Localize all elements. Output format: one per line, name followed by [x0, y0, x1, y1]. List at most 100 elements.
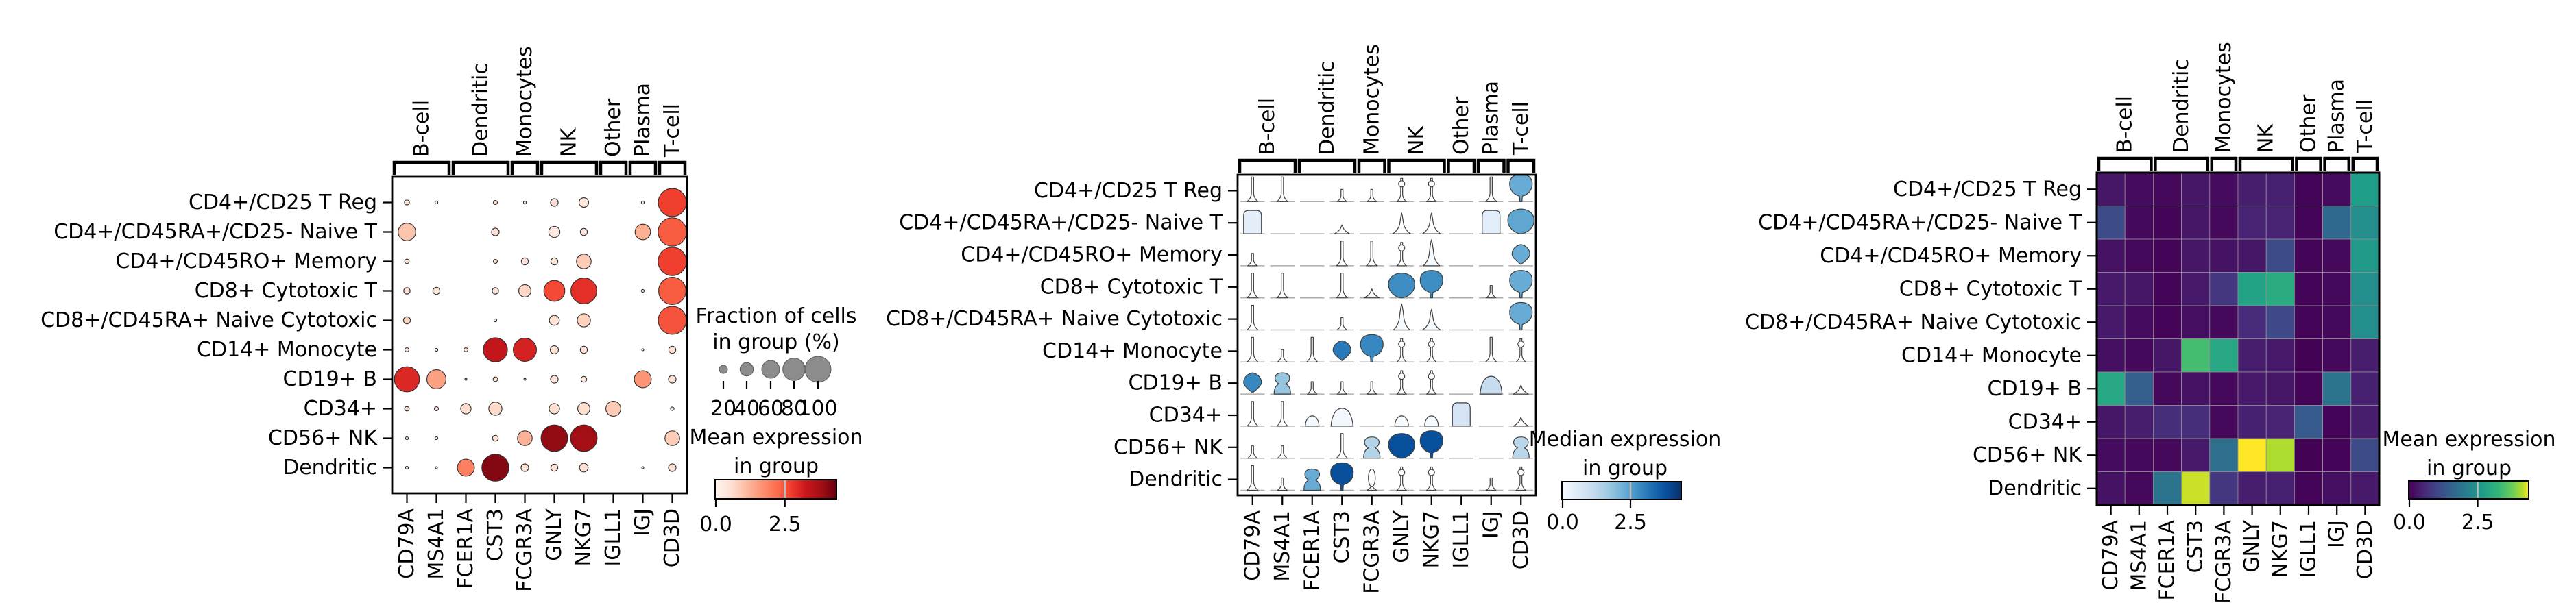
heatmap-cell — [2294, 405, 2323, 439]
violin — [1394, 415, 1409, 427]
axes-border — [1236, 173, 1537, 497]
violin — [1247, 465, 1259, 491]
violin — [1480, 375, 1503, 395]
group-label: Plasma — [2325, 79, 2349, 153]
group-bracket — [540, 160, 599, 175]
dot — [641, 466, 645, 469]
heatmap-cell — [2124, 206, 2154, 240]
gene-label: MS4A1 — [1271, 510, 1295, 582]
dot — [481, 454, 509, 482]
heatmap-cell — [2181, 305, 2211, 339]
violin — [1509, 270, 1533, 299]
heatmap-cell — [2209, 338, 2239, 373]
gene-label: NKG7 — [1419, 510, 1443, 568]
heatmap-cell — [2181, 206, 2211, 240]
dot — [658, 277, 686, 305]
dot — [570, 424, 598, 452]
gene-label: CD3D — [1509, 510, 1533, 569]
gene-label: CD3D — [660, 508, 684, 567]
violin — [1330, 462, 1354, 491]
heatmap-cell — [2124, 338, 2154, 373]
group-label: T-cell — [1509, 101, 1533, 156]
dot — [426, 369, 446, 389]
violin — [1419, 430, 1443, 459]
heatmap-cell — [2124, 172, 2154, 206]
gene-label: CST3 — [2184, 520, 2208, 573]
group-label: Plasma — [1479, 81, 1503, 155]
row-label: CD8+/CD45RA+ Naive Cytotoxic — [40, 308, 377, 332]
group-label: Plasma — [631, 83, 655, 157]
dot — [658, 247, 687, 276]
group-bracket — [1506, 158, 1536, 173]
group-label: Monocytes — [513, 46, 537, 157]
violin — [1398, 244, 1406, 251]
row-label: CD56+ NK — [1973, 443, 2082, 467]
heatmap-cell — [2096, 338, 2126, 373]
violin — [1512, 436, 1530, 459]
group-label: Dendritic — [469, 63, 493, 157]
heatmap-cell — [2096, 272, 2126, 306]
dot — [549, 315, 560, 326]
dot — [492, 376, 498, 382]
colorbar-tick-label: 0.0 — [2393, 510, 2426, 534]
dot — [464, 378, 468, 381]
size-legend-dot — [761, 360, 780, 379]
dot — [513, 338, 537, 362]
violin — [1424, 415, 1439, 427]
violin — [1517, 469, 1525, 476]
colorbar-tick-label: 0.0 — [699, 513, 732, 537]
group-label: NK — [557, 127, 581, 157]
heatmap-cell — [2096, 305, 2126, 339]
group-label: B-cell — [2113, 96, 2137, 153]
gene-label: NKG7 — [2268, 520, 2292, 578]
dot — [640, 288, 645, 293]
violin — [1428, 341, 1435, 348]
violin — [1396, 370, 1407, 395]
heatmap-cell — [2265, 405, 2295, 439]
gene-label: NKG7 — [572, 508, 596, 566]
group-label: Monocytes — [1360, 44, 1384, 155]
gene-label: IGJ — [631, 508, 655, 537]
row-label: Dendritic — [1988, 476, 2082, 500]
dot — [664, 430, 680, 446]
heatmap-cell — [2181, 438, 2211, 472]
row-label: CD8+/CD45RA+ Naive Cytotoxic — [1745, 310, 2082, 334]
violin — [1305, 415, 1320, 427]
violin — [1332, 340, 1351, 361]
heatmap-cell — [2350, 172, 2380, 206]
colorbar-title: Mean expression — [689, 426, 863, 449]
violin — [1513, 417, 1529, 427]
heatmap-cell — [2350, 272, 2380, 306]
heatmap-cell — [2181, 405, 2211, 439]
heatmap-cell — [2294, 238, 2323, 273]
size-legend-tick-label: 60 — [758, 397, 784, 421]
heatmap-cell — [2265, 172, 2295, 206]
size-legend-title: in group (%) — [712, 330, 839, 354]
violin — [1486, 477, 1497, 491]
heatmap-cell — [2152, 272, 2182, 306]
heatmap-cell — [2294, 471, 2323, 506]
group-bracket — [1447, 158, 1476, 173]
violin — [1363, 436, 1381, 459]
row-label: CD19+ B — [283, 367, 377, 391]
dot — [520, 257, 529, 266]
size-legend-dot — [804, 356, 832, 383]
heatmap-cell — [2237, 172, 2267, 206]
size-legend-dot — [782, 358, 806, 381]
violin — [1336, 241, 1348, 267]
heatmap-cell — [2096, 172, 2126, 206]
heatmap-cell — [2294, 172, 2323, 206]
dot — [668, 463, 677, 472]
heatmap-cell — [2096, 371, 2126, 406]
group-label: NK — [1405, 125, 1429, 155]
dot — [493, 318, 498, 323]
violin — [1393, 303, 1410, 331]
group-label: Other — [2297, 94, 2321, 153]
row-label: CD4+/CD45RO+ Memory — [1820, 244, 2082, 268]
dot — [550, 463, 559, 472]
heatmap-cell — [2209, 206, 2239, 240]
heatmap-cell — [2209, 438, 2239, 472]
dot — [578, 197, 590, 208]
size-legend-tick-label: 80 — [781, 397, 807, 421]
dot — [434, 347, 439, 352]
